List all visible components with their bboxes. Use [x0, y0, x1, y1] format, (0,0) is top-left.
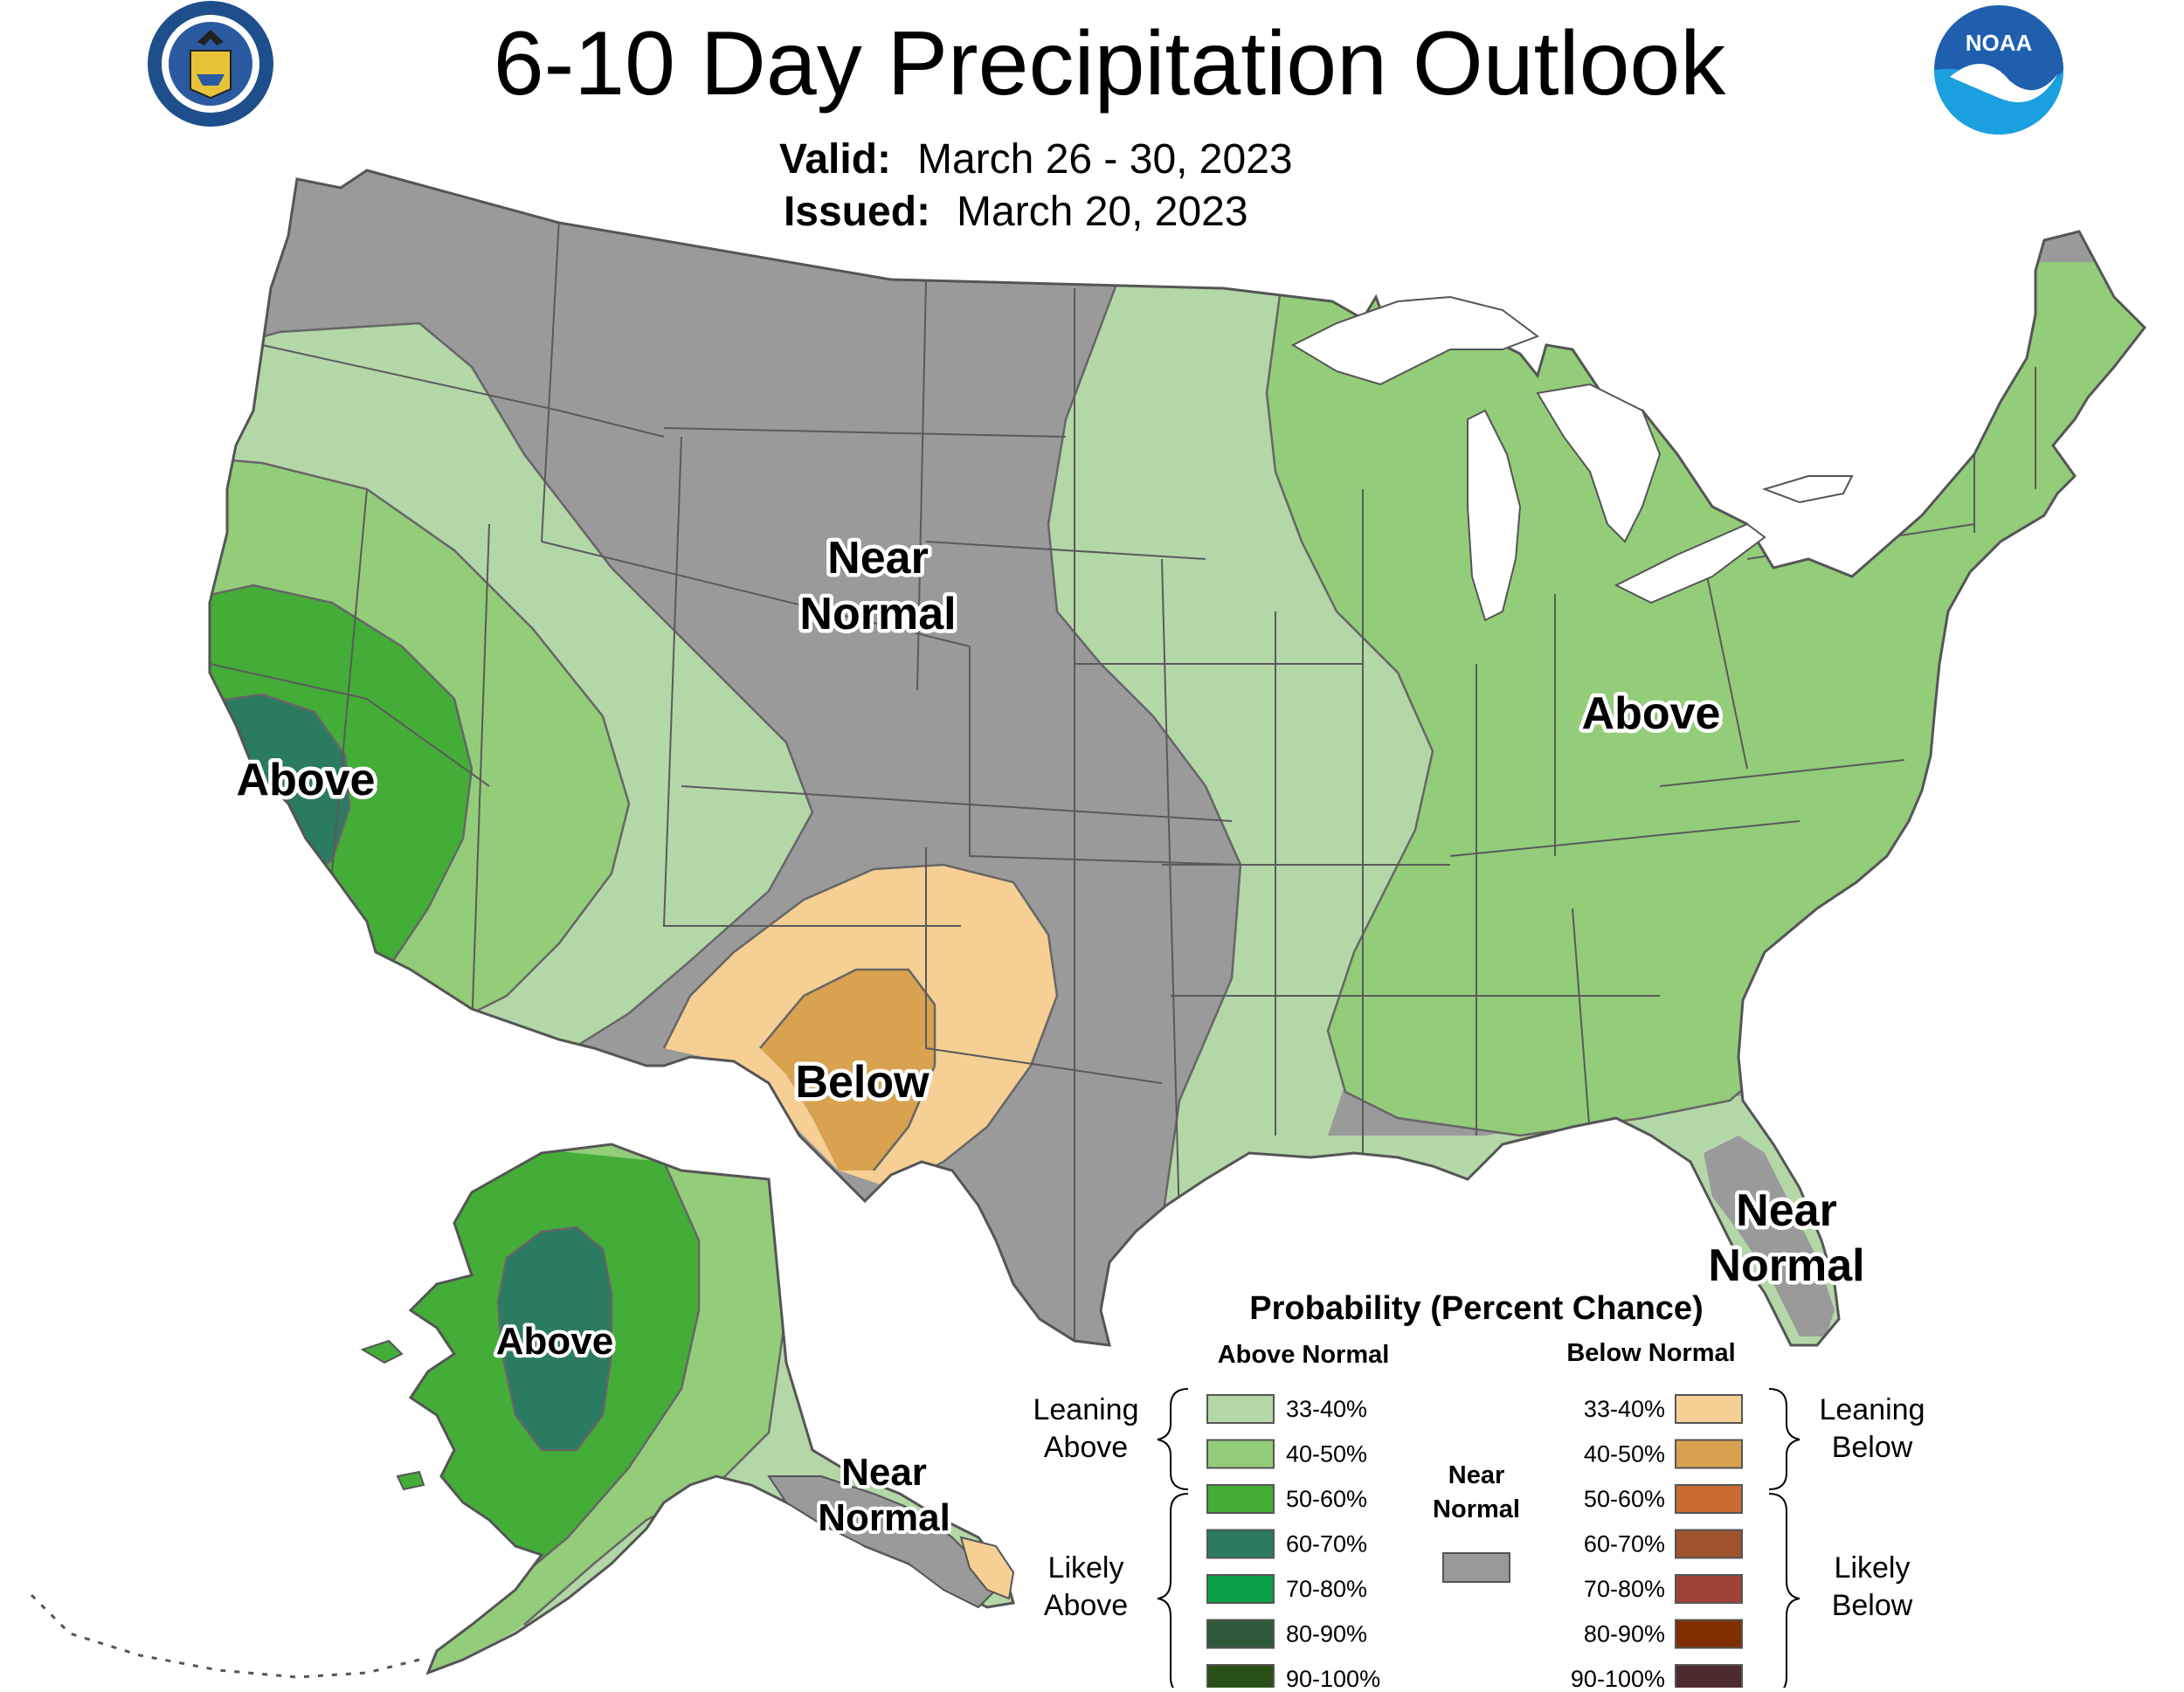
legend-above-swatch-6 [1206, 1664, 1275, 1692]
valid-label: Valid: [779, 136, 891, 183]
department-of-commerce-seal-icon [148, 1, 273, 127]
legend-likely-above-line1: Likely [1048, 1551, 1124, 1585]
lake-ontario [1761, 475, 1854, 504]
legend-leaning-below-line2: Below [1832, 1431, 1913, 1464]
label-above-east: Above [1582, 688, 1721, 739]
legend-below-label-2: 50-60% [1584, 1486, 1665, 1512]
legend-above-swatch-0 [1206, 1394, 1275, 1424]
legend-above-swatch-2 [1206, 1484, 1275, 1514]
label-near-normal-florida-line1: Near [1736, 1185, 1837, 1236]
alaska-island-stlawrence [360, 1339, 404, 1364]
florida-near-normal [1704, 1136, 1835, 1336]
legend-below-swatches: 33-40% 40-50% 50-60% 60-70% 70-80% 80-90% 90-1… [1571, 1394, 1743, 1692]
legend-below-swatch-5 [1675, 1619, 1743, 1649]
legend-below-swatch-1 [1675, 1439, 1743, 1469]
legend-below-swatch-4 [1675, 1574, 1743, 1604]
legend-below-header: Below Normal [1566, 1339, 1735, 1367]
legend-below-label-1: 40-50% [1584, 1441, 1665, 1468]
legend-below-label-5: 80-90% [1584, 1621, 1665, 1647]
legend-above-label-1: 40-50% [1286, 1441, 1367, 1468]
legend-above-label-3: 60-70% [1286, 1531, 1367, 1557]
label-near-normal-alaska-line1: Near [841, 1451, 927, 1494]
legend: Probability (Percent Chance) Above Norma… [1033, 1290, 1925, 1692]
lake-huron [1536, 383, 1662, 543]
lake-michigan [1467, 409, 1522, 622]
legend-likely-below-line2: Below [1832, 1589, 1913, 1622]
legend-near-normal-swatch [1442, 1552, 1510, 1583]
legend-below-swatch-6 [1675, 1664, 1743, 1692]
great-lakes [1290, 295, 1854, 622]
legend-leaning-below-line1: Leaning [1819, 1393, 1925, 1426]
legend-above-label-5: 80-90% [1286, 1621, 1367, 1647]
legend-above-label-0: 33-40% [1286, 1396, 1367, 1422]
legend-above-swatch-5 [1206, 1619, 1275, 1649]
label-near-normal-alaska-line2: Normal [818, 1496, 950, 1539]
legend-below-label-4: 70-80% [1584, 1576, 1665, 1602]
legend-below-label-6: 90-100% [1571, 1666, 1665, 1688]
alaska-likely-above-60-70 [498, 1227, 612, 1450]
legend-above-header: Above Normal [1218, 1341, 1390, 1369]
legend-below-label-3: 60-70% [1584, 1531, 1665, 1557]
legend-below-label-0: 33-40% [1584, 1396, 1665, 1422]
label-above-alaska: Above [496, 1320, 613, 1363]
label-near-normal-center-line1: Near [827, 533, 929, 584]
legend-above-label-2: 50-60% [1286, 1486, 1367, 1512]
alaska-panhandle-near-normal [767, 1475, 998, 1609]
conus-map [208, 169, 2146, 1347]
legend-above-swatch-3 [1206, 1529, 1275, 1559]
lake-erie [1614, 522, 1766, 604]
legend-title: Probability (Percent Chance) [1249, 1290, 1703, 1327]
legend-leaning-above-line1: Leaning [1033, 1393, 1138, 1426]
region-labels: Near Normal Above Above Below Near Norma… [232, 529, 1869, 1544]
noaa-logo-icon: NOAA [1934, 5, 2063, 135]
legend-below-swatch-2 [1675, 1484, 1743, 1514]
lake-superior [1290, 295, 1540, 386]
legend-above-swatch-1 [1206, 1439, 1275, 1469]
alaska-map [24, 1143, 1015, 1679]
alaska-panhandle-below [959, 1536, 1015, 1600]
noaa-logo-text: NOAA [1966, 30, 2033, 56]
legend-brace-likely-below [1768, 1493, 1800, 1692]
label-near-normal-florida-line2: Normal [1708, 1240, 1864, 1291]
issued-label: Issued: [784, 189, 930, 235]
legend-near-normal-line2: Normal [1433, 1495, 1520, 1523]
legend-near-normal-line1: Near [1448, 1461, 1505, 1489]
alaska-island-nunivak [396, 1470, 425, 1491]
legend-above-swatch-4 [1206, 1574, 1275, 1604]
issued-value: March 20, 2023 [957, 189, 1248, 235]
legend-brace-leaning-below [1768, 1388, 1800, 1490]
legend-brace-likely-above [1157, 1493, 1189, 1692]
aleutian-islands [24, 1588, 420, 1679]
legend-likely-below-line1: Likely [1835, 1551, 1911, 1585]
valid-value: March 26 - 30, 2023 [917, 136, 1293, 183]
legend-below-swatch-3 [1675, 1529, 1743, 1559]
legend-above-swatches: 33-40% 40-50% 50-60% 60-70% 70-80% 80-90% 90-1… [1206, 1394, 1380, 1692]
legend-brace-leaning-above [1157, 1388, 1189, 1490]
legend-likely-above-line2: Above [1044, 1589, 1128, 1622]
legend-above-label-6: 90-100% [1286, 1666, 1380, 1688]
legend-below-swatch-0 [1675, 1394, 1743, 1424]
map-title: 6-10 Day Precipitation Outlook [494, 13, 1727, 114]
label-near-normal-center-line2: Normal [799, 589, 956, 639]
legend-above-label-4: 70-80% [1286, 1576, 1367, 1602]
label-below-southwest: Below [795, 1057, 930, 1108]
contour-lines [210, 261, 2098, 1345]
legend-leaning-above-line2: Above [1044, 1431, 1128, 1464]
southwest-leaning-below-40-50 [760, 970, 935, 1171]
label-above-west: Above [237, 755, 376, 805]
state-borders [210, 218, 2036, 1345]
